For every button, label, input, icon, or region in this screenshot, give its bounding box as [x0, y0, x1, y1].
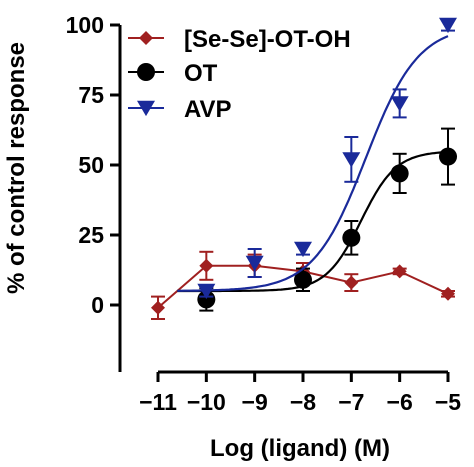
data-point — [342, 152, 361, 168]
legend-label: OT — [184, 60, 218, 87]
axes: 0 25 50 75 100 −11 −10 −9 −8 −7 −6 −5 — [66, 12, 462, 415]
data-point — [390, 164, 409, 183]
legend-marker — [137, 63, 155, 81]
y-tick-label: 75 — [78, 82, 104, 108]
x-tick-label: −6 — [387, 389, 413, 415]
data-point — [294, 241, 312, 258]
x-tick-label: −5 — [435, 389, 461, 415]
x-tick-label: −9 — [242, 389, 268, 415]
x-tick-label: −11 — [139, 389, 177, 415]
data-point — [344, 275, 359, 290]
x-axis-label: Log (ligand) (M) — [210, 435, 390, 462]
legend-marker — [139, 31, 153, 45]
data-point — [441, 286, 455, 301]
fit-curve — [177, 35, 449, 292]
y-axis-label: % of control response — [3, 42, 30, 294]
legend-marker — [137, 100, 155, 117]
legend: [Se-Se]-OT-OH OT AVP — [128, 26, 351, 123]
y-tick-label: 0 — [91, 292, 104, 318]
legend-label: AVP — [184, 96, 232, 123]
y-tick-label: 100 — [66, 12, 104, 38]
data-point — [199, 258, 214, 273]
data-point — [390, 96, 409, 112]
data-point — [197, 290, 216, 309]
data-point — [439, 17, 457, 34]
x-tick-label: −7 — [338, 389, 364, 415]
data-point — [439, 147, 457, 166]
data-point — [151, 300, 165, 315]
legend-label: [Se-Se]-OT-OH — [184, 26, 351, 53]
data-point — [342, 228, 361, 247]
y-tick-label: 50 — [78, 152, 104, 178]
data-point — [245, 255, 264, 272]
x-tick-label: −8 — [290, 389, 316, 415]
series-2 — [177, 17, 457, 300]
series-1 — [177, 127, 457, 312]
x-tick-label: −10 — [187, 389, 226, 415]
plot-area — [151, 17, 457, 320]
data-point — [392, 264, 407, 279]
y-tick-label: 25 — [78, 222, 104, 248]
data-point — [197, 283, 216, 300]
data-point — [294, 270, 312, 289]
